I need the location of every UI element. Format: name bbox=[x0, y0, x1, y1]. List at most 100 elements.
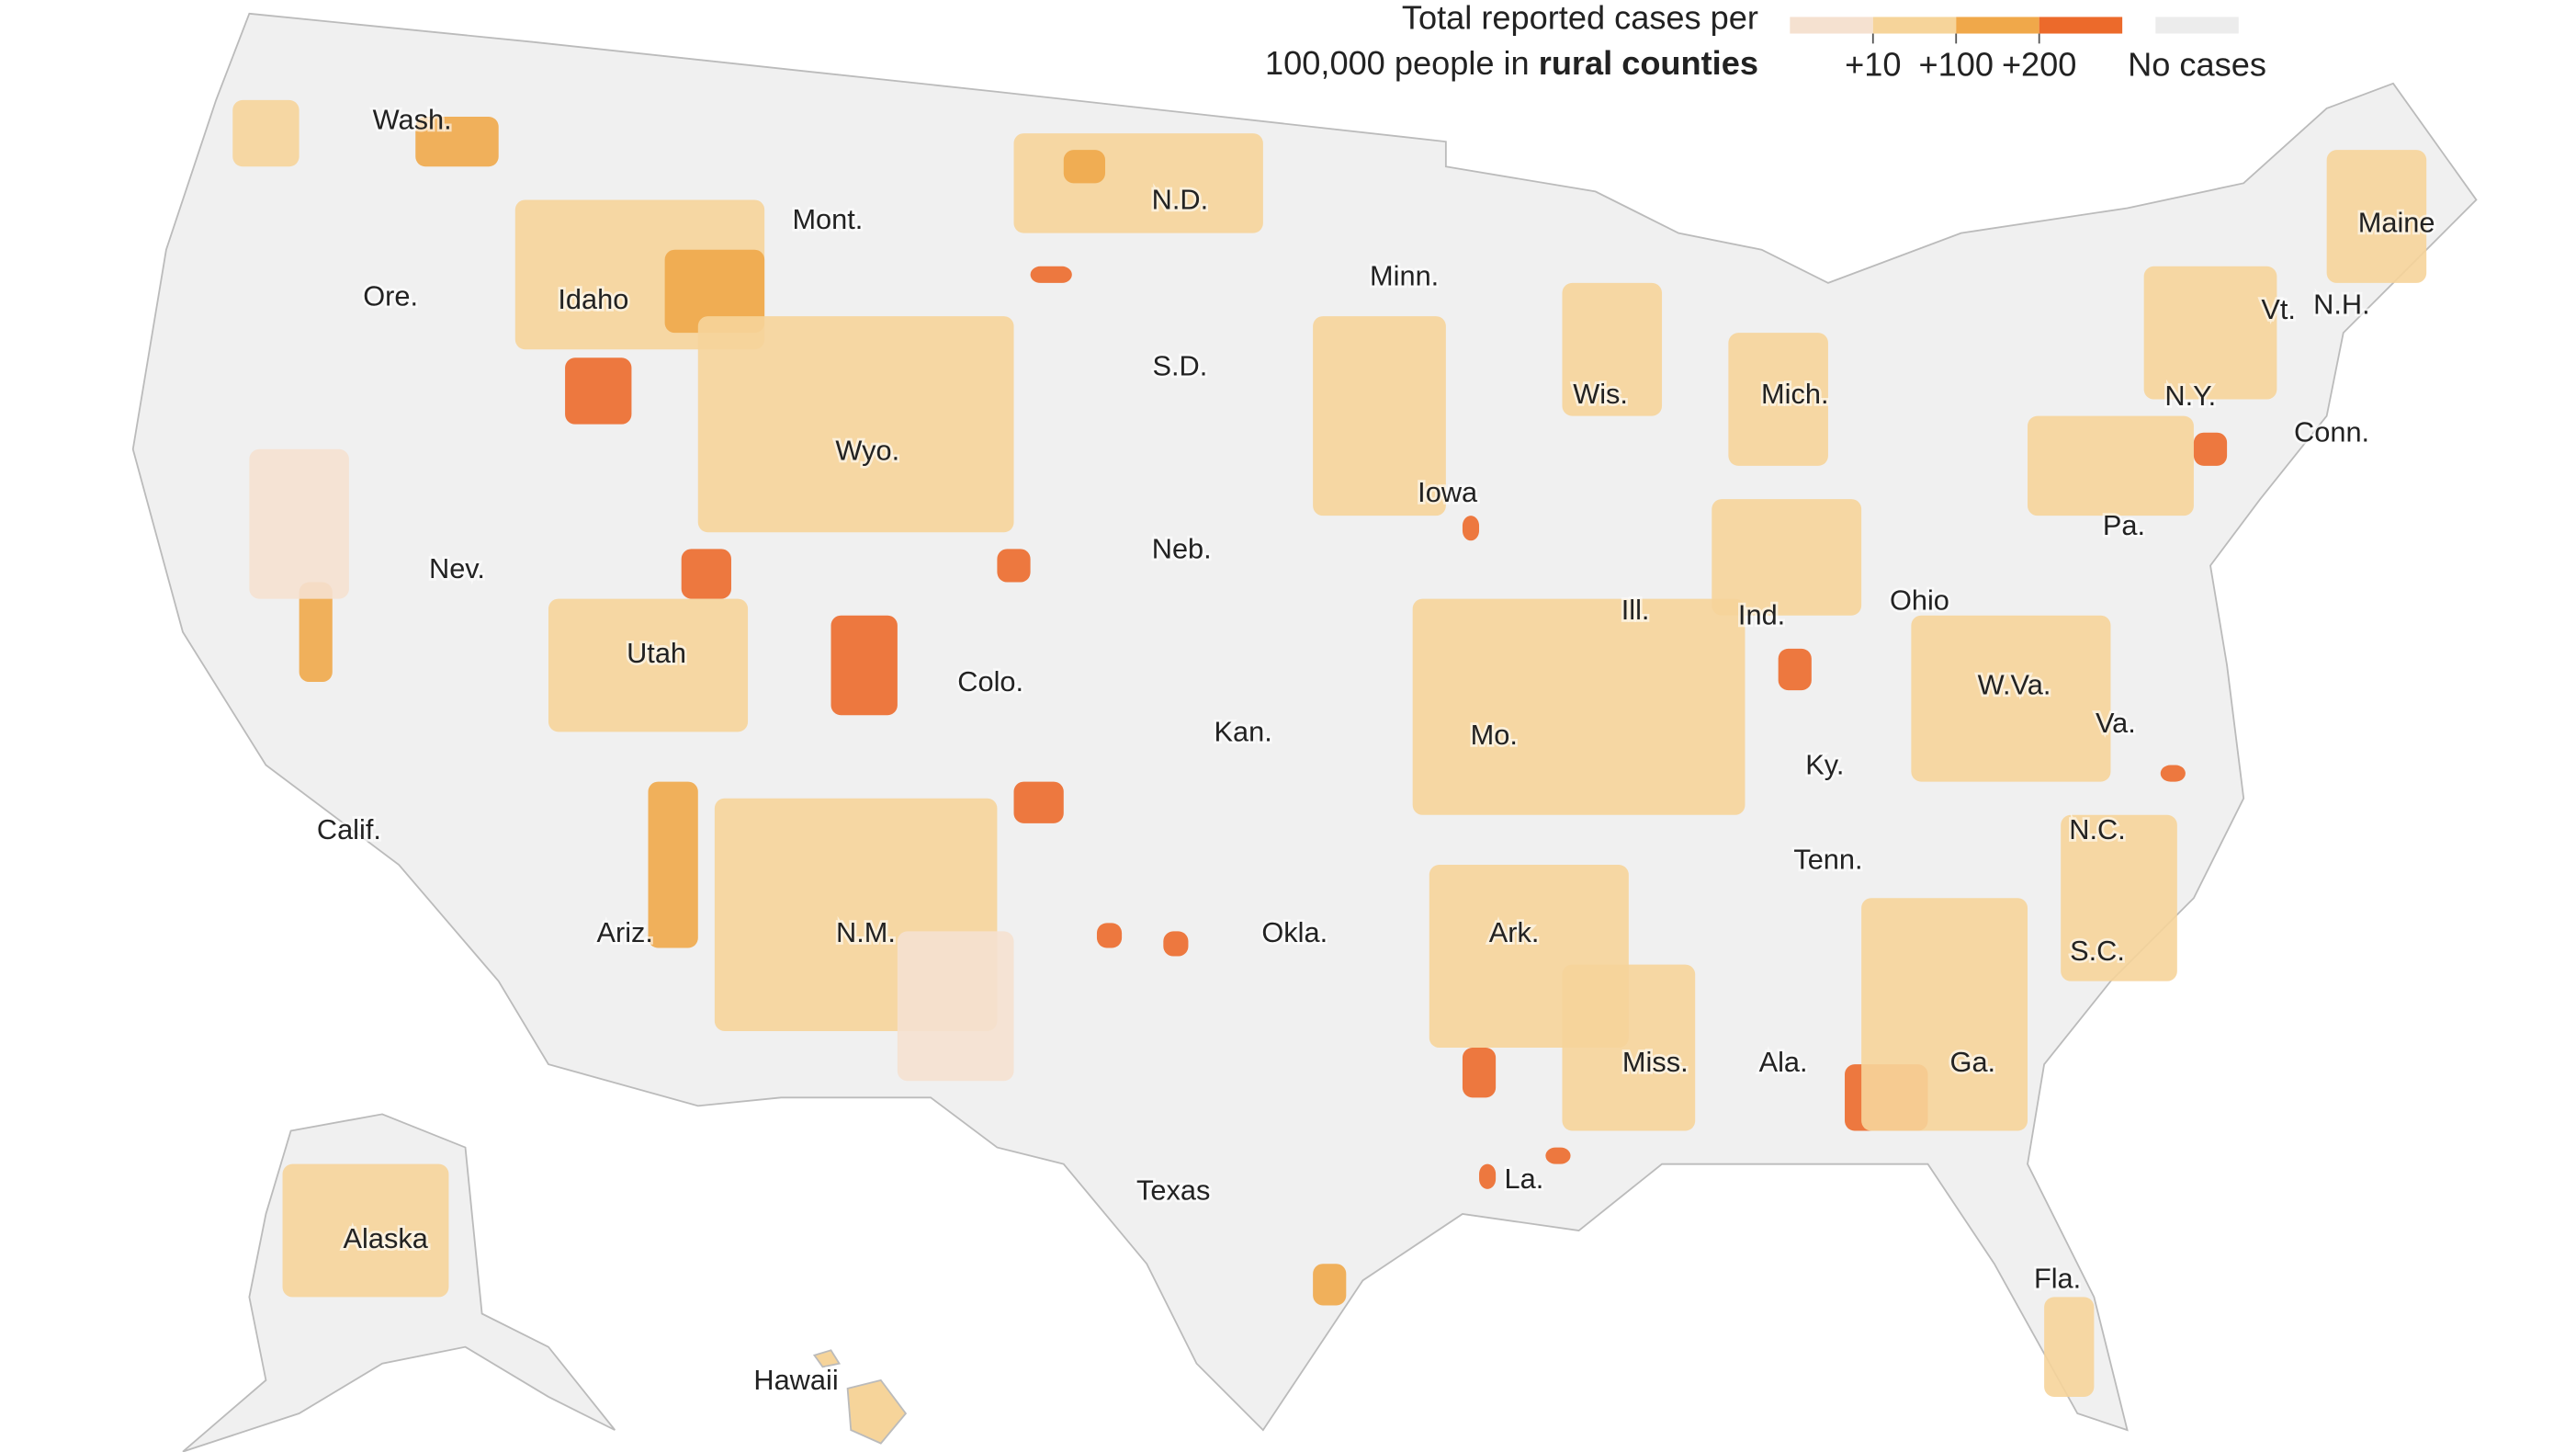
county-fill bbox=[2061, 814, 2177, 981]
county-fill bbox=[1778, 648, 1812, 691]
county-fill bbox=[565, 357, 632, 425]
state-label: Alaska bbox=[344, 1222, 429, 1254]
state-label: Ore. bbox=[363, 279, 418, 312]
state-label: Vt. bbox=[2261, 293, 2296, 325]
state-label: Ohio bbox=[1890, 584, 1949, 616]
state-label: Kan. bbox=[1215, 715, 1272, 747]
state-label: Fla. bbox=[2034, 1262, 2081, 1294]
state-label: Mich. bbox=[1761, 378, 1828, 410]
county-fill bbox=[1313, 316, 1446, 516]
state-label: Nev. bbox=[429, 552, 485, 584]
county-fill bbox=[1462, 516, 1480, 541]
state-label: S.D. bbox=[1153, 349, 1208, 381]
state-label: W.Va. bbox=[1978, 669, 2051, 701]
state-labels: Wash. Mont. N.D. Minn. Maine Ore. Idaho Vt. N.H.… bbox=[314, 101, 2437, 1399]
state-label: La. bbox=[1505, 1163, 1544, 1195]
state-label: Calif. bbox=[317, 813, 381, 845]
county-fill bbox=[1911, 615, 2111, 782]
county-fill bbox=[2044, 1297, 2095, 1397]
state-label: Idaho bbox=[558, 283, 628, 315]
state-label: Ill. bbox=[1621, 594, 1650, 626]
county-fills bbox=[232, 99, 2427, 1397]
legend-title-bold: rural counties bbox=[1539, 43, 1758, 81]
county-fill bbox=[897, 931, 1014, 1082]
state-label: Ga. bbox=[1950, 1046, 1996, 1078]
county-fill bbox=[681, 549, 731, 599]
state-label: Maine bbox=[2358, 207, 2435, 239]
state-label: Wis. bbox=[1573, 378, 1628, 410]
county-fill bbox=[249, 448, 349, 599]
county-fill bbox=[2193, 432, 2228, 466]
state-label: Texas bbox=[1136, 1174, 1210, 1207]
county-fill bbox=[830, 615, 898, 716]
county-fill bbox=[1562, 282, 1663, 416]
legend-tick-label: +10 bbox=[1845, 45, 1901, 83]
state-label: N.Y. bbox=[2164, 380, 2216, 412]
state-label: S.C. bbox=[2070, 935, 2125, 967]
state-label: Tenn. bbox=[1793, 844, 1862, 876]
county-fill bbox=[232, 99, 299, 167]
county-fill bbox=[1462, 1048, 1497, 1098]
state-label: Utah bbox=[627, 637, 686, 669]
state-label: Wyo. bbox=[835, 435, 899, 467]
county-fill bbox=[697, 316, 1014, 533]
county-fill bbox=[1013, 133, 1263, 233]
county-fill bbox=[282, 1163, 449, 1298]
hawaii-outline bbox=[812, 1349, 908, 1445]
legend-swatch bbox=[1956, 17, 2039, 34]
county-fill bbox=[1545, 1147, 1571, 1164]
county-fill bbox=[648, 781, 698, 948]
county-fill bbox=[997, 549, 1031, 583]
county-fill bbox=[2143, 266, 2277, 400]
state-label: N.H. bbox=[2313, 288, 2370, 320]
county-fill bbox=[2160, 765, 2186, 782]
state-label: Ala. bbox=[1759, 1046, 1808, 1078]
state-label: Pa. bbox=[2103, 509, 2145, 541]
legend-tick-label: +100 bbox=[1918, 45, 1993, 83]
county-fill bbox=[1013, 781, 1064, 823]
legend-title: 100,000 people in rural counties bbox=[1265, 43, 1758, 81]
state-label: Iowa bbox=[1418, 476, 1478, 508]
state-label: N.D. bbox=[1152, 183, 1209, 215]
county-fill bbox=[1412, 598, 1746, 815]
county-fill bbox=[415, 116, 499, 167]
legend-swatch bbox=[1872, 17, 1957, 34]
county-fill bbox=[2028, 415, 2194, 516]
state-label: Hawaii bbox=[753, 1364, 838, 1396]
state-label: Mo. bbox=[1471, 719, 1518, 751]
county-fill bbox=[299, 582, 333, 683]
county-fill bbox=[1712, 499, 1862, 616]
state-label: Neb. bbox=[1152, 532, 1212, 564]
legend-title-prefix: 100,000 people in bbox=[1265, 43, 1530, 81]
county-fill bbox=[664, 249, 765, 334]
county-fill bbox=[2326, 150, 2427, 283]
legend-swatch-no-cases bbox=[2155, 17, 2239, 34]
county-fill bbox=[1313, 1264, 1347, 1306]
county-fill bbox=[1562, 964, 1696, 1131]
legend-title: Total reported cases per bbox=[1402, 0, 1758, 37]
legend-no-cases-label: No cases bbox=[2128, 45, 2266, 83]
legend-swatch bbox=[1790, 17, 1873, 34]
state-label: Va. bbox=[2096, 707, 2136, 739]
state-label: Ky. bbox=[1805, 748, 1844, 780]
county-fill bbox=[1163, 931, 1189, 957]
state-label: Wash. bbox=[373, 104, 452, 136]
county-fill bbox=[1096, 923, 1123, 948]
state-label: Conn. bbox=[2294, 416, 2369, 448]
state-label: Okla. bbox=[1261, 916, 1328, 948]
state-label: Ariz. bbox=[596, 916, 653, 948]
legend-swatch bbox=[2039, 17, 2123, 34]
state-label: Ind. bbox=[1738, 599, 1785, 631]
county-fill bbox=[1063, 150, 1106, 184]
legend: Total reported cases per 100,000 people … bbox=[1265, 0, 2266, 83]
state-label: Colo. bbox=[957, 665, 1023, 698]
county-fill bbox=[1479, 1163, 1497, 1189]
state-label: Ark. bbox=[1489, 916, 1540, 948]
state-label: Mont. bbox=[792, 203, 863, 235]
state-label: N.M. bbox=[836, 916, 896, 948]
county-fill bbox=[1030, 266, 1072, 283]
state-label: Minn. bbox=[1370, 260, 1439, 292]
county-fill bbox=[1728, 333, 1828, 466]
state-label: N.C. bbox=[2069, 813, 2126, 845]
